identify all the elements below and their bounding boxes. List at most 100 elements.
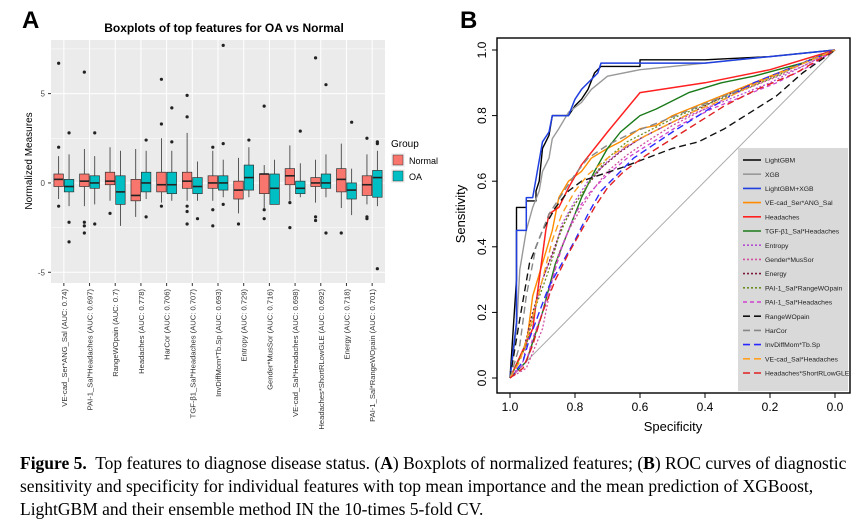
- outlier-point: [339, 231, 343, 235]
- outlier-point: [221, 142, 225, 146]
- roc-curve-13: [509, 49, 836, 379]
- roc-legend-label-15: Headaches*ShortRLowGLE: [765, 371, 850, 378]
- outlier-point: [93, 131, 97, 135]
- box-oa-10: [320, 173, 332, 189]
- outlier-point: [82, 231, 86, 235]
- outlier-point: [185, 93, 189, 97]
- x-tick-label: Gender*MusSor (AUC: 0.716): [265, 289, 274, 390]
- roc-legend-label-5: TGF-β1_Sal*Headaches: [765, 229, 840, 236]
- outlier-point: [185, 209, 189, 214]
- roc-y-tick-label: 1.0: [475, 41, 489, 58]
- outlier-point: [313, 56, 318, 60]
- roc-x-tick-label: 0.8: [567, 400, 584, 414]
- box-normal-4: [156, 171, 167, 193]
- roc-curve-2: [509, 49, 836, 379]
- outlier-point: [247, 138, 251, 142]
- roc-x-tick-label: 0.4: [697, 400, 714, 414]
- box-oa-4: [166, 171, 177, 195]
- box-oa-12: [372, 170, 383, 198]
- box-oa-8: [269, 173, 280, 205]
- roc-legend-label-0: LightGBM: [765, 158, 796, 165]
- box-oa-9: [295, 180, 306, 195]
- legend-key-oa: [392, 170, 404, 182]
- roc-legend-background: [738, 148, 848, 391]
- roc-legend-label-13: InvDiffMom*Tb.Sp: [765, 342, 820, 349]
- x-tick-label: HarCor (AUC: 0.706): [163, 289, 172, 360]
- x-tick-label: TGF-β1_Sal*Headaches (AUC: 0.707): [188, 289, 197, 419]
- roc-x-axis-label: Specificity: [644, 419, 703, 434]
- outlier-point: [144, 138, 148, 142]
- roc-y-axis-label: Sensitivity: [453, 184, 468, 243]
- outlier-point: [298, 129, 302, 133]
- box-oa-11: [346, 182, 357, 200]
- roc-curve-4: [509, 49, 836, 379]
- roc-legend-label-8: Energy: [765, 271, 787, 278]
- boxplot-panel: A Boxplots of top features for OA vs Nor…: [22, 7, 438, 430]
- figure-label: Figure 5.: [20, 453, 87, 473]
- roc-x-tick-label: 0.0: [827, 400, 844, 414]
- roc-legend: LightGBM XGB LightGBM+XGB VE-cad_Ser*ANG_Sa…: [738, 148, 850, 391]
- outlier-point: [375, 267, 379, 271]
- outlier-point: [221, 43, 225, 47]
- roc-x-tick-label: 0.2: [762, 400, 779, 414]
- box-normal-2: [104, 171, 116, 186]
- box-oa-0: [63, 179, 75, 193]
- outlier-point: [375, 142, 379, 146]
- roc-x-tick-label: 1.0: [502, 400, 519, 414]
- outlier-point: [262, 104, 266, 108]
- box-normal-6: [207, 175, 218, 189]
- caption-part-a: ) Boxplots of normalized features; (: [392, 453, 644, 473]
- outlier-point: [313, 218, 318, 223]
- roc-legend-label-10: PAI-1_Sal*Headaches: [765, 300, 833, 307]
- outlier-point: [365, 136, 369, 140]
- outlier-point: [288, 226, 292, 230]
- caption-label-b: B: [643, 453, 655, 473]
- outlier-point: [57, 145, 61, 149]
- outlier-point: [221, 202, 225, 206]
- outlier-point: [185, 115, 189, 119]
- y-tick-label: 0: [41, 179, 46, 188]
- panel-b-label: B: [460, 7, 477, 34]
- roc-legend-label-1: XGB: [765, 172, 780, 179]
- roc-x-tick-label: 0.6: [632, 400, 649, 414]
- outlier-point: [262, 208, 266, 212]
- roc-legend-label-6: Entropy: [765, 243, 789, 250]
- box-oa-2: [115, 175, 126, 205]
- outlier-point: [211, 224, 215, 228]
- outlier-point: [211, 145, 215, 149]
- outlier-point: [67, 131, 71, 135]
- boxplot-title: Boxplots of top features for OA vs Norma…: [104, 21, 344, 35]
- outlier-point: [170, 140, 174, 144]
- x-tick-label: InvDiffMom*Tb.Sp (AUC: 0.693): [214, 289, 223, 397]
- outlier-point: [82, 220, 86, 224]
- outlier-point: [324, 83, 328, 87]
- x-tick-label: Headaches (AUC: 0.778): [137, 289, 146, 374]
- figure-caption: Figure 5. Top features to diagnose disea…: [20, 452, 850, 521]
- caption-part-b: ) ROC curves of diagnostic sensitivity a…: [20, 453, 847, 519]
- outlier-point: [93, 222, 97, 226]
- roc-curve-9: [509, 49, 836, 379]
- caption-label-a: A: [380, 453, 393, 473]
- outlier-point: [236, 222, 241, 226]
- roc-curve-11: [509, 49, 836, 379]
- roc-curves: [509, 49, 836, 379]
- roc-y-tick-label: 0.2: [475, 304, 489, 321]
- roc-curve-1: [509, 49, 836, 379]
- outlier-point: [144, 215, 148, 219]
- outlier-point: [170, 106, 174, 110]
- box-oa-5: [192, 177, 203, 195]
- x-tick-label: VE-cad_Sal*Headaches (AUC: 0.698): [291, 289, 300, 417]
- roc-curve-6: [509, 49, 836, 379]
- roc-legend-label-2: LightGBM+XGB: [765, 186, 814, 193]
- roc-y-tick-label: 0.4: [475, 238, 489, 255]
- box-normal-9: [284, 168, 295, 186]
- y-tick-label: 5: [41, 90, 46, 99]
- roc-legend-label-11: RangeWOpain: [765, 314, 810, 321]
- legend-label-normal: Normal: [409, 156, 438, 166]
- x-axis: VE-cad_Ser*ANG_Sal (AUC: 0.74) PAI-1_Sal*…: [60, 283, 377, 430]
- roc-legend-label-12: HarCor: [765, 328, 788, 335]
- roc-legend-label-3: VE-cad_Ser*ANG_Sal: [765, 200, 833, 207]
- roc-legend-label-9: PAI-1_Sal*RangeWOpain: [765, 285, 843, 292]
- box-normal-12: [361, 175, 373, 196]
- legend-key-normal: [392, 154, 404, 166]
